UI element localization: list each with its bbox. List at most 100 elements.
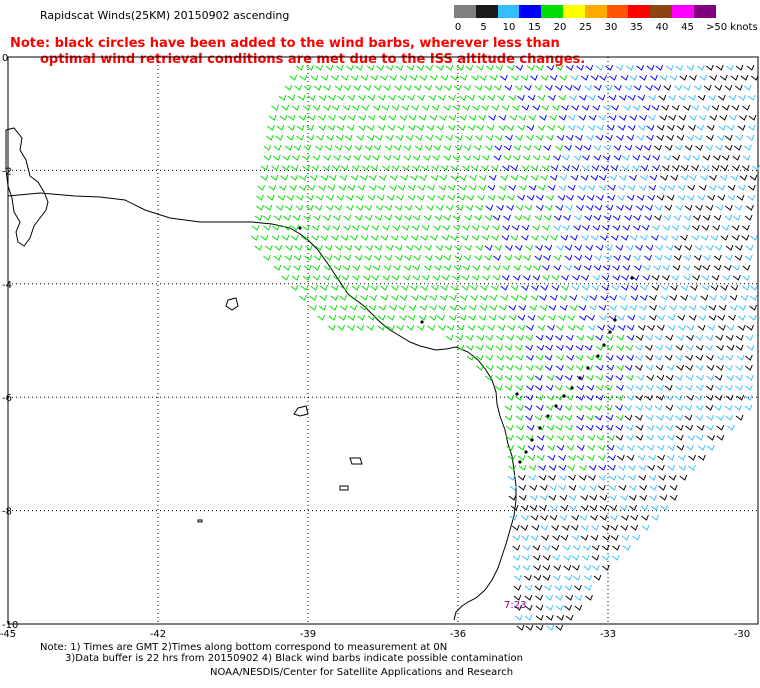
wind-barb [425, 64, 434, 71]
wind-barb [619, 504, 628, 511]
wind-barb [559, 304, 568, 311]
wind-barb [665, 404, 674, 411]
wind-barb [276, 124, 285, 131]
wind-barb [376, 64, 385, 71]
wind-barb [275, 204, 284, 211]
wind-barb [629, 74, 638, 81]
wind-barb [702, 104, 711, 111]
wind-barb [400, 234, 409, 241]
wind-barb [555, 64, 564, 71]
wind-barb [312, 274, 321, 281]
wind-barb [444, 84, 452, 91]
wind-barb [506, 124, 515, 131]
wind-barb [309, 294, 318, 301]
wind-barb [562, 224, 570, 231]
wind-barb [528, 474, 536, 481]
wind-barb [534, 414, 543, 421]
wind-barb [734, 84, 743, 91]
wind-barb [292, 154, 300, 161]
wind-barb [575, 364, 584, 371]
wind-barb [591, 284, 600, 291]
wind-barb [372, 154, 380, 161]
wind-barb [626, 64, 634, 71]
wind-barb [331, 104, 340, 111]
wind-barb [741, 234, 750, 241]
wind-barb [563, 214, 571, 221]
wind-barb [272, 154, 281, 161]
wind-barb [588, 464, 597, 471]
wind-barb [627, 94, 636, 101]
wind-barb [558, 94, 567, 101]
wind-barb [268, 184, 277, 191]
wind-barb [639, 294, 648, 301]
wind-barb [446, 324, 455, 331]
wind-barb [589, 484, 597, 491]
wind-barb [431, 284, 439, 291]
wind-barb [602, 534, 611, 541]
wind-barb [586, 374, 594, 381]
wind-barb [564, 84, 573, 91]
wind-barb [746, 64, 755, 71]
wind-barb [586, 394, 594, 401]
wind-barb [664, 204, 673, 211]
wind-barb [313, 254, 322, 261]
wind-barb [624, 364, 633, 371]
wind-barb [304, 244, 313, 251]
wind-barb [637, 454, 646, 461]
wind-barb [590, 174, 599, 181]
wind-barb [333, 214, 341, 221]
wind-barb [292, 214, 301, 221]
wind-barb [378, 304, 387, 311]
wind-barb [655, 344, 663, 351]
wind-barb [568, 454, 576, 461]
wind-barb [275, 134, 284, 141]
wind-barb [265, 134, 274, 141]
wind-barb [611, 104, 619, 111]
wind-barb [392, 224, 401, 231]
wind-barb [645, 204, 653, 211]
wind-barb [522, 154, 531, 161]
contamination-dot [538, 426, 542, 430]
wind-barb [594, 254, 602, 261]
legend-swatch [541, 5, 564, 18]
wind-barb [553, 254, 562, 261]
wind-barb [356, 134, 365, 141]
wind-barb [720, 284, 729, 291]
wind-barb [332, 164, 340, 171]
wind-barb [688, 94, 697, 101]
wind-barb [648, 184, 657, 191]
wind-barb [717, 314, 726, 321]
wind-barb [263, 224, 271, 231]
wind-barb [674, 144, 683, 151]
wind-barb [412, 154, 421, 161]
wind-barb [703, 84, 712, 91]
wind-barb [357, 314, 366, 321]
wind-barb [414, 204, 423, 211]
wind-barb [721, 224, 730, 231]
wind-barb [465, 134, 473, 141]
wind-barb [535, 134, 544, 141]
wind-barb [548, 314, 556, 321]
wind-barb [503, 154, 512, 161]
wind-barb [604, 404, 613, 411]
wind-barb [539, 504, 547, 511]
wind-barb [340, 164, 349, 171]
wind-barb [484, 214, 493, 221]
wind-barb [725, 364, 733, 371]
wind-barb [516, 424, 525, 431]
wind-barb [590, 74, 599, 81]
x-axis-label: -39 [300, 629, 316, 640]
wind-barb [554, 384, 563, 391]
wind-barb [458, 174, 467, 181]
wind-barb [254, 214, 263, 221]
wind-barb [564, 254, 573, 261]
wind-barb [636, 134, 645, 141]
wind-barb [566, 434, 575, 441]
contamination-dot [602, 343, 606, 347]
wind-barb [570, 174, 579, 181]
wind-barb [665, 244, 674, 251]
wind-barb [565, 594, 574, 601]
wind-barb [281, 234, 290, 241]
wind-barb [361, 284, 370, 291]
wind-barb [347, 94, 356, 101]
